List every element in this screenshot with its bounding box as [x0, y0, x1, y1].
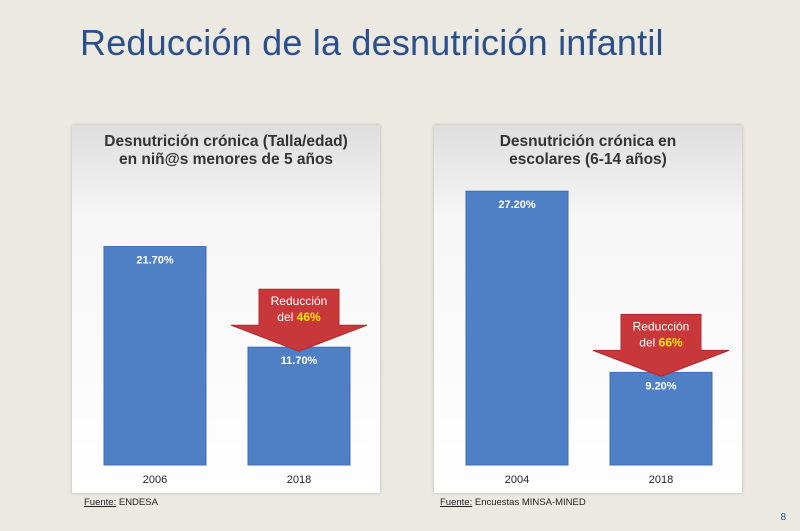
- data-label: 21.70%: [136, 255, 174, 267]
- reduction-label: Reducción: [271, 294, 328, 308]
- bar-chart-svg: 21.70% 2006 11.70% 2018 Reducción del 46%: [103, 246, 368, 486]
- bar: [247, 346, 351, 466]
- bar: [465, 190, 569, 466]
- reduction-arrow: [230, 288, 368, 352]
- reduction-arrow: [592, 313, 730, 377]
- chart-title: Desnutrición crónica en escolares (6-14 …: [499, 133, 677, 168]
- bar-chart-svg: 27.20% 2004 9.20% 2018 Reducción del 66%: [465, 190, 730, 486]
- source-label: Fuente:: [440, 497, 473, 508]
- reduction-value: del 66%: [639, 335, 683, 349]
- source-text: ENDESA: [118, 497, 158, 508]
- bar: [103, 246, 207, 466]
- category-label: 2004: [505, 474, 529, 486]
- chart-title: Desnutrición crónica (Talla/edad) en niñ…: [104, 133, 348, 168]
- reduction-label: Reducción: [633, 319, 690, 333]
- page-number: 8: [780, 512, 786, 523]
- data-label: 11.70%: [281, 355, 318, 367]
- data-label: 9.20%: [645, 380, 676, 392]
- category-label: 2018: [287, 474, 311, 486]
- source-text: Encuestas MINSA-MINED: [474, 497, 586, 508]
- category-label: 2018: [649, 474, 673, 486]
- category-label: 2006: [143, 474, 167, 486]
- source-label: Fuente:: [84, 497, 117, 508]
- source-note: Fuente: Encuestas MINSA-MINED: [440, 497, 586, 508]
- reduction-value: del 46%: [277, 310, 321, 324]
- source-note: Fuente: ENDESA: [84, 497, 158, 508]
- chart-panel-left: Desnutrición crónica (Talla/edad) en niñ…: [72, 125, 380, 493]
- chart-panel-right: Desnutrición crónica en escolares (6-14 …: [434, 125, 742, 493]
- data-label: 27.20%: [498, 199, 536, 211]
- page-title: Reducción de la desnutrición infantil: [80, 22, 664, 63]
